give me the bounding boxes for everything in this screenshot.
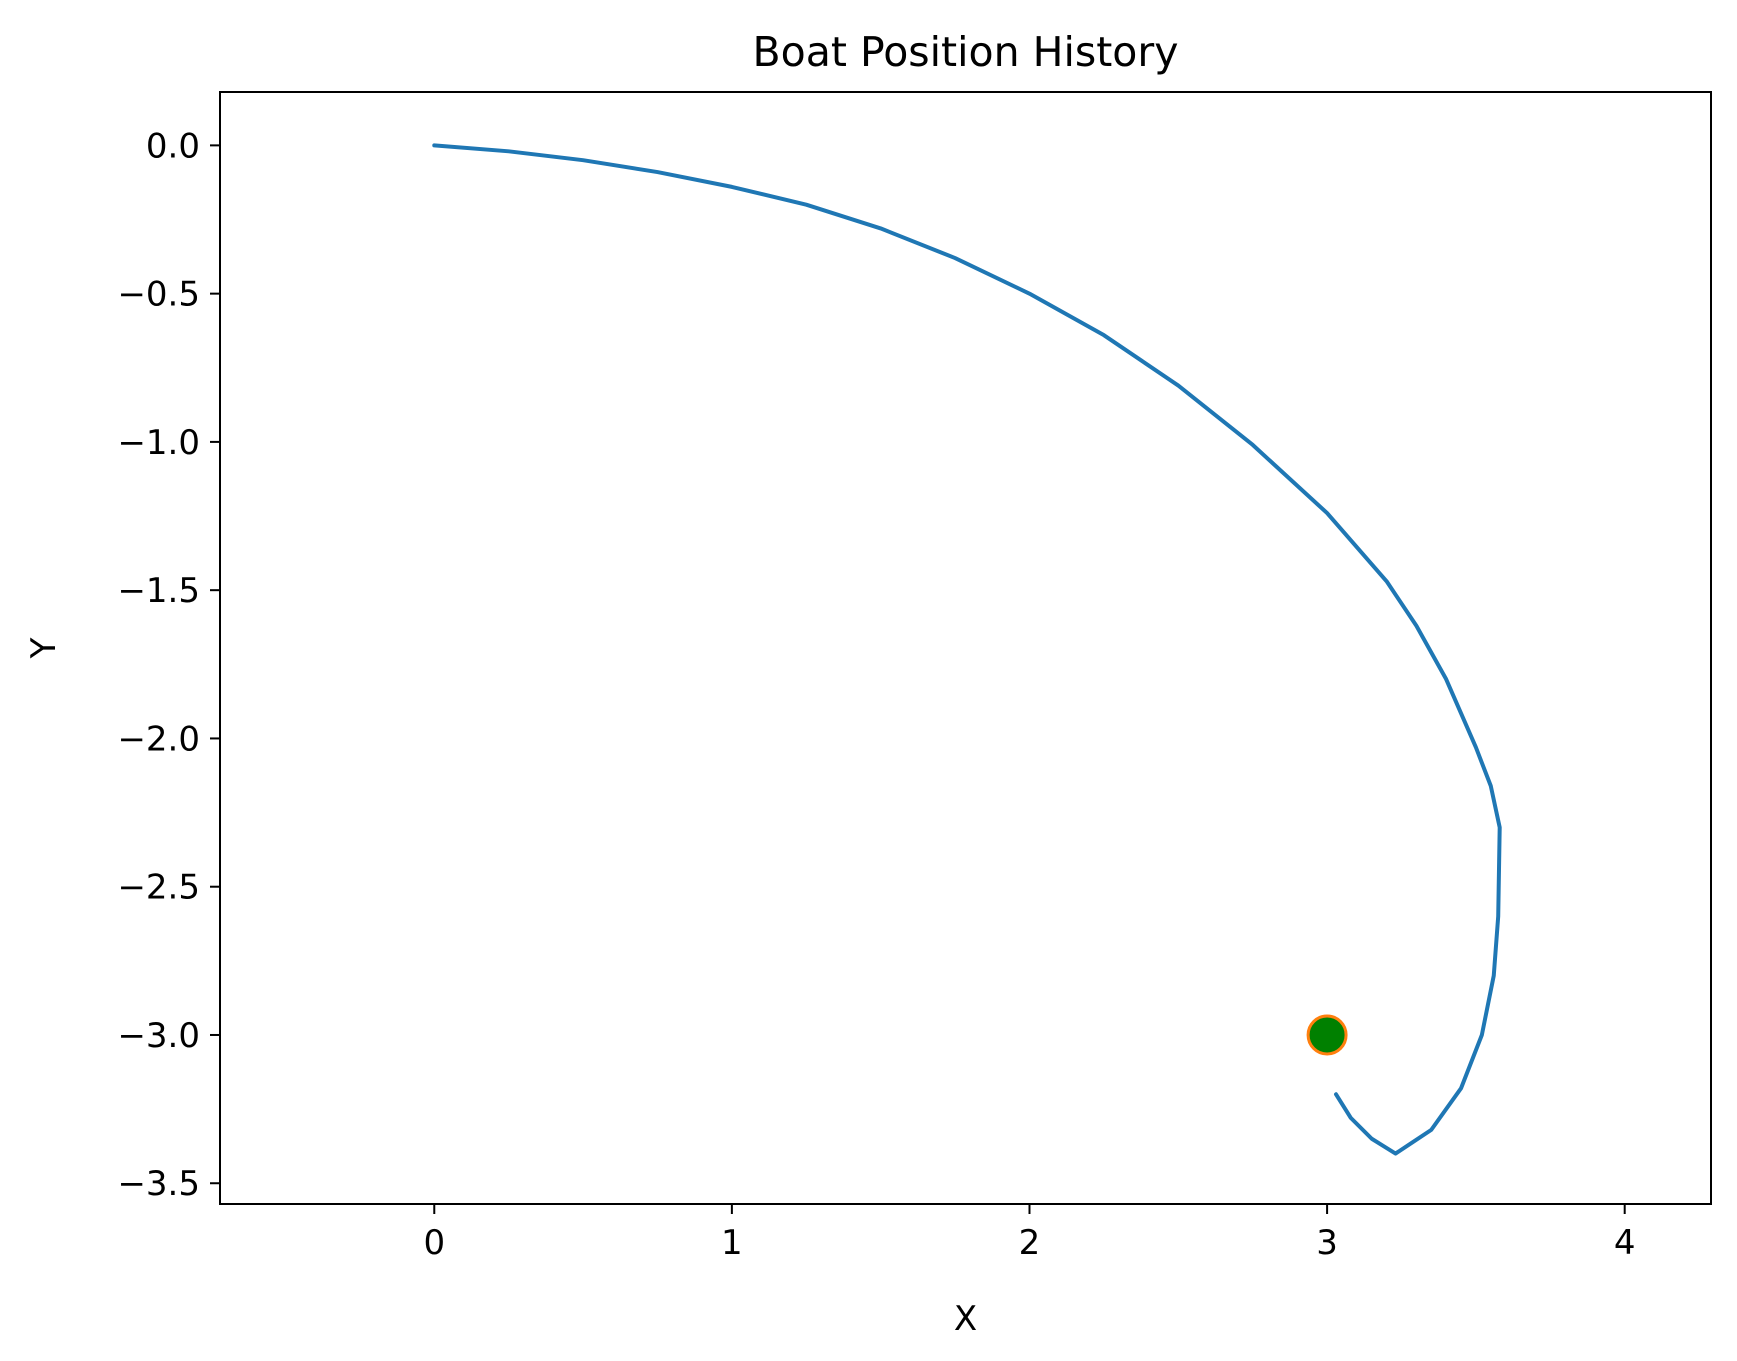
- y-tick-label: −1.0: [117, 423, 200, 463]
- target-marker: [1306, 1014, 1348, 1056]
- x-tick-label: 0: [423, 1223, 445, 1263]
- plot-area: [219, 91, 1712, 1205]
- y-tick-label: −3.5: [117, 1164, 200, 1204]
- y-tick-label: −2.0: [117, 719, 200, 759]
- y-axis-ticks: 0.0 −0.5 −1.0 −1.5 −2.0 −2.5 −3.0 −3.5: [117, 126, 220, 1204]
- x-axis-ticks: 0 1 2 3 4: [423, 1204, 1636, 1263]
- x-tick-label: 1: [721, 1223, 743, 1263]
- y-tick-label: −1.5: [117, 571, 200, 611]
- y-tick-label: −2.5: [117, 868, 200, 908]
- x-tick-label: 3: [1316, 1223, 1338, 1263]
- y-tick-label: −0.5: [117, 275, 200, 315]
- chart-title: Boat Position History: [753, 28, 1179, 76]
- x-tick-label: 2: [1019, 1223, 1041, 1263]
- boat-path-line: [432, 143, 1502, 1156]
- x-axis-label: X: [954, 1299, 977, 1339]
- y-tick-label: 0.0: [146, 126, 200, 166]
- x-tick-label: 4: [1614, 1223, 1636, 1263]
- plot-frame: [219, 91, 1712, 1205]
- y-tick-label: −3.0: [117, 1016, 200, 1056]
- y-axis-label: Y: [24, 637, 64, 659]
